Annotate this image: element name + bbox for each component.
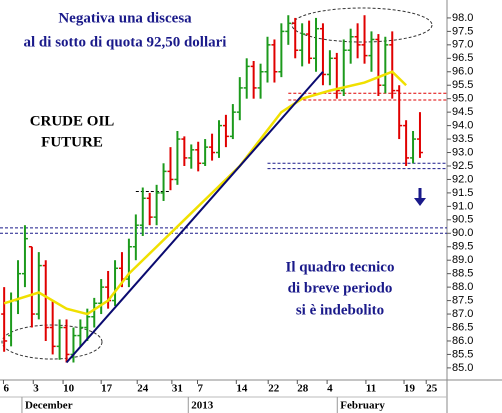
y-tick-label: 96.5 [452, 52, 473, 64]
highlight-ellipse [291, 7, 433, 43]
annotation: Negativa una discesa [58, 10, 192, 26]
down-arrow [414, 188, 426, 206]
y-tick-label: 93.5 [452, 133, 473, 145]
y-tick-label: 89.5 [452, 241, 473, 253]
x-tick-label: 25 [426, 383, 438, 395]
y-tick-label: 90.0 [452, 227, 473, 239]
annotation: Il quadro tecnico [286, 259, 395, 275]
y-tick-label: 86.0 [452, 335, 473, 347]
y-tick-label: 87.5 [452, 294, 473, 306]
month-label: 2013 [191, 400, 214, 412]
y-tick-label: 95.5 [452, 79, 473, 91]
y-tick-label: 89.0 [452, 254, 473, 266]
y-tick-label: 93.0 [452, 146, 473, 158]
x-tick-label: 22 [268, 383, 280, 395]
trend-line [65, 71, 324, 364]
y-tick-label: 91.0 [452, 200, 473, 212]
x-tick-label: 31 [172, 383, 183, 395]
annotation: al di sotto di quota 92,50 dollari [24, 34, 227, 50]
annotation: FUTURE [41, 134, 103, 150]
x-tick-label: 28 [297, 383, 309, 395]
x-tick-label: 7 [198, 383, 204, 395]
annotation: CRUDE OIL [30, 113, 115, 129]
x-tick-label: 10 [63, 383, 75, 395]
annotation: si è indebolito [296, 302, 384, 318]
y-tick-label: 87.0 [452, 308, 473, 320]
y-tick-label: 86.5 [452, 321, 473, 333]
y-tick-label: 88.5 [452, 268, 473, 280]
y-tick-label: 90.5 [452, 214, 473, 226]
y-tick-label: 92.5 [452, 160, 473, 172]
x-tick-label: 4 [327, 383, 333, 395]
y-tick-label: 85.5 [452, 348, 473, 360]
y-tick-label: 91.5 [452, 187, 473, 199]
y-tick-label: 96.0 [452, 66, 473, 78]
y-tick-label: 97.5 [452, 25, 473, 37]
y-tick-label: 95.0 [452, 93, 473, 105]
month-label: February [340, 400, 385, 412]
moving-average [3, 70, 407, 316]
annotation: di breve periodo [288, 280, 393, 296]
x-tick-label: 17 [101, 383, 113, 395]
y-tick-label: 94.5 [452, 106, 473, 118]
x-tick-label: 19 [404, 383, 416, 395]
y-tick-label: 92.0 [452, 173, 473, 185]
y-tick-label: 97.0 [452, 39, 473, 51]
x-tick-label: 6 [3, 383, 9, 395]
x-tick-label: 3 [33, 383, 39, 395]
x-tick-label: 14 [236, 383, 248, 395]
x-tick-label: 11 [366, 383, 376, 395]
month-label: December [25, 400, 73, 412]
y-tick-label: 88.0 [452, 281, 473, 293]
x-tick-label: 24 [137, 383, 149, 395]
y-tick-label: 98.0 [452, 12, 473, 24]
y-tick-label: 94.0 [452, 120, 473, 132]
y-tick-label: 85.0 [452, 362, 473, 374]
